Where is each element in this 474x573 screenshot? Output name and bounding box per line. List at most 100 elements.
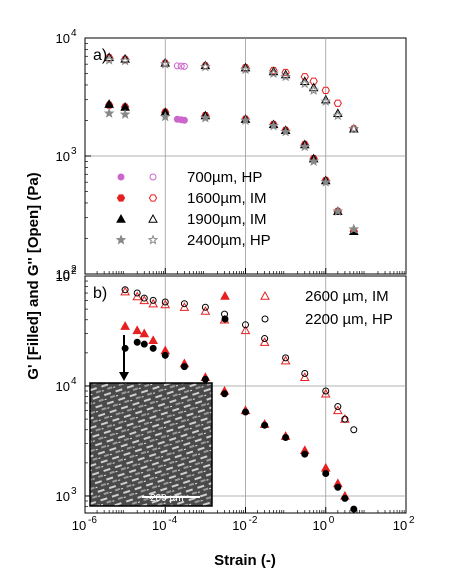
data-point-open bbox=[259, 337, 270, 346]
legend-marker-filled bbox=[117, 173, 125, 181]
legend-b-entry-2: 2200 µm, HP bbox=[305, 311, 393, 328]
legend-marker-open bbox=[149, 173, 157, 181]
legend-a-entry-3: 1900µm, IM bbox=[187, 211, 267, 228]
data-point-filled bbox=[350, 505, 358, 513]
x-tick-exponent: -6 bbox=[88, 515, 97, 526]
data-point-open bbox=[179, 302, 190, 311]
b-y-tick-exponent: 4 bbox=[71, 376, 77, 387]
data-point-filled bbox=[148, 335, 159, 345]
data-point-open bbox=[282, 354, 290, 362]
legend-marker-filled bbox=[115, 234, 127, 245]
legend-marker-open bbox=[260, 290, 270, 300]
legend-b-entry-1: 2600 µm, IM bbox=[305, 288, 389, 305]
data-point-open bbox=[148, 298, 159, 308]
data-point-open bbox=[348, 123, 359, 133]
data-point-filled bbox=[322, 470, 330, 478]
data-point-filled bbox=[132, 325, 143, 335]
panel-b-ticks: 10 -6 10 -4 10 -2 10 0 10 210 210 410 3 bbox=[56, 266, 415, 533]
data-point-open bbox=[280, 69, 291, 79]
x-axis-label: Strain (-) bbox=[214, 552, 276, 569]
data-point-filled bbox=[119, 108, 131, 119]
data-point-open bbox=[321, 86, 330, 94]
data-point-open bbox=[140, 294, 148, 302]
data-point-open bbox=[200, 306, 211, 315]
series-a-4 bbox=[103, 54, 360, 234]
legend-a-entry-2: 1600µm, IM bbox=[187, 190, 267, 207]
data-point-open bbox=[200, 61, 211, 72]
data-point-open bbox=[320, 95, 331, 106]
panel-a-label: a) bbox=[93, 47, 107, 64]
panel-b-legend: 2600 µm, IM 2200 µm, HP bbox=[220, 288, 393, 328]
data-point-open bbox=[242, 321, 249, 329]
panel-a-data bbox=[103, 52, 360, 236]
data-point-open bbox=[268, 66, 279, 76]
data-point-filled bbox=[341, 494, 349, 502]
data-point-filled bbox=[282, 434, 290, 442]
legend-a-entry-4: 2400µm, HP bbox=[187, 232, 271, 249]
x-tick-exponent: 0 bbox=[329, 515, 335, 526]
b-y-tick-label: 10 bbox=[56, 269, 70, 284]
data-point-open bbox=[332, 108, 343, 118]
data-point-open bbox=[177, 62, 185, 70]
data-point-filled bbox=[139, 328, 150, 338]
data-point-open bbox=[120, 53, 130, 63]
x-tick-label: 10 bbox=[313, 518, 327, 533]
data-point-filled bbox=[299, 141, 311, 152]
data-point-filled bbox=[180, 116, 188, 124]
b-y-tick-label: 10 bbox=[56, 489, 70, 504]
data-point-open bbox=[299, 76, 310, 85]
b-y-tick-label: 10 bbox=[56, 379, 70, 394]
data-point-filled bbox=[180, 363, 188, 371]
data-point-filled bbox=[201, 375, 209, 383]
data-point-open bbox=[121, 286, 129, 294]
data-point-open bbox=[160, 58, 171, 69]
data-point-open bbox=[103, 54, 115, 65]
data-point-filled bbox=[320, 176, 331, 187]
data-point-open bbox=[332, 405, 343, 415]
legend-marker-filled bbox=[220, 290, 230, 300]
data-point-open bbox=[261, 335, 269, 343]
a-y-tick-exponent: 3 bbox=[71, 146, 77, 157]
panel-b-label: b) bbox=[93, 285, 107, 302]
x-tick-label: 10 bbox=[152, 518, 166, 533]
legend-marker-open bbox=[148, 213, 158, 223]
data-point-open bbox=[333, 99, 342, 107]
data-point-filled bbox=[268, 120, 279, 131]
data-point-open bbox=[133, 289, 141, 297]
scale-bar-label: 200 µm bbox=[150, 493, 184, 504]
data-point-filled bbox=[308, 155, 319, 166]
data-point-filled bbox=[140, 340, 148, 348]
data-point-open bbox=[280, 71, 291, 82]
data-point-open bbox=[240, 64, 251, 75]
x-tick-exponent: -4 bbox=[168, 515, 177, 526]
a-y-tick-label: 10 bbox=[56, 267, 70, 282]
data-point-filled bbox=[261, 421, 269, 429]
inset-arrow bbox=[119, 335, 129, 381]
b-y-tick-exponent: 2 bbox=[71, 266, 77, 277]
a-y-tick-exponent: 2 bbox=[71, 264, 77, 275]
data-point-open bbox=[240, 325, 251, 335]
data-point-filled bbox=[242, 408, 249, 416]
data-point-open bbox=[308, 82, 319, 92]
data-point-filled bbox=[200, 112, 211, 123]
sem-image bbox=[89, 382, 213, 507]
data-point-open bbox=[309, 77, 318, 85]
legend-marker-open bbox=[147, 234, 159, 245]
data-point-filled bbox=[320, 462, 331, 472]
data-point-filled bbox=[160, 111, 171, 122]
data-point-filled bbox=[103, 107, 115, 118]
data-point-open bbox=[341, 415, 349, 423]
data-point-open bbox=[104, 52, 115, 62]
data-point-open bbox=[180, 62, 188, 70]
data-point-open bbox=[180, 300, 188, 308]
data-point-filled bbox=[348, 223, 360, 234]
a-y-tick-label: 10 bbox=[56, 31, 70, 46]
data-point-open bbox=[149, 296, 157, 304]
series-a-1 bbox=[173, 62, 188, 124]
legend-marker-filled bbox=[116, 194, 126, 202]
data-point-open bbox=[299, 78, 311, 89]
x-tick-exponent: -2 bbox=[249, 515, 258, 526]
data-point-open bbox=[308, 84, 320, 95]
